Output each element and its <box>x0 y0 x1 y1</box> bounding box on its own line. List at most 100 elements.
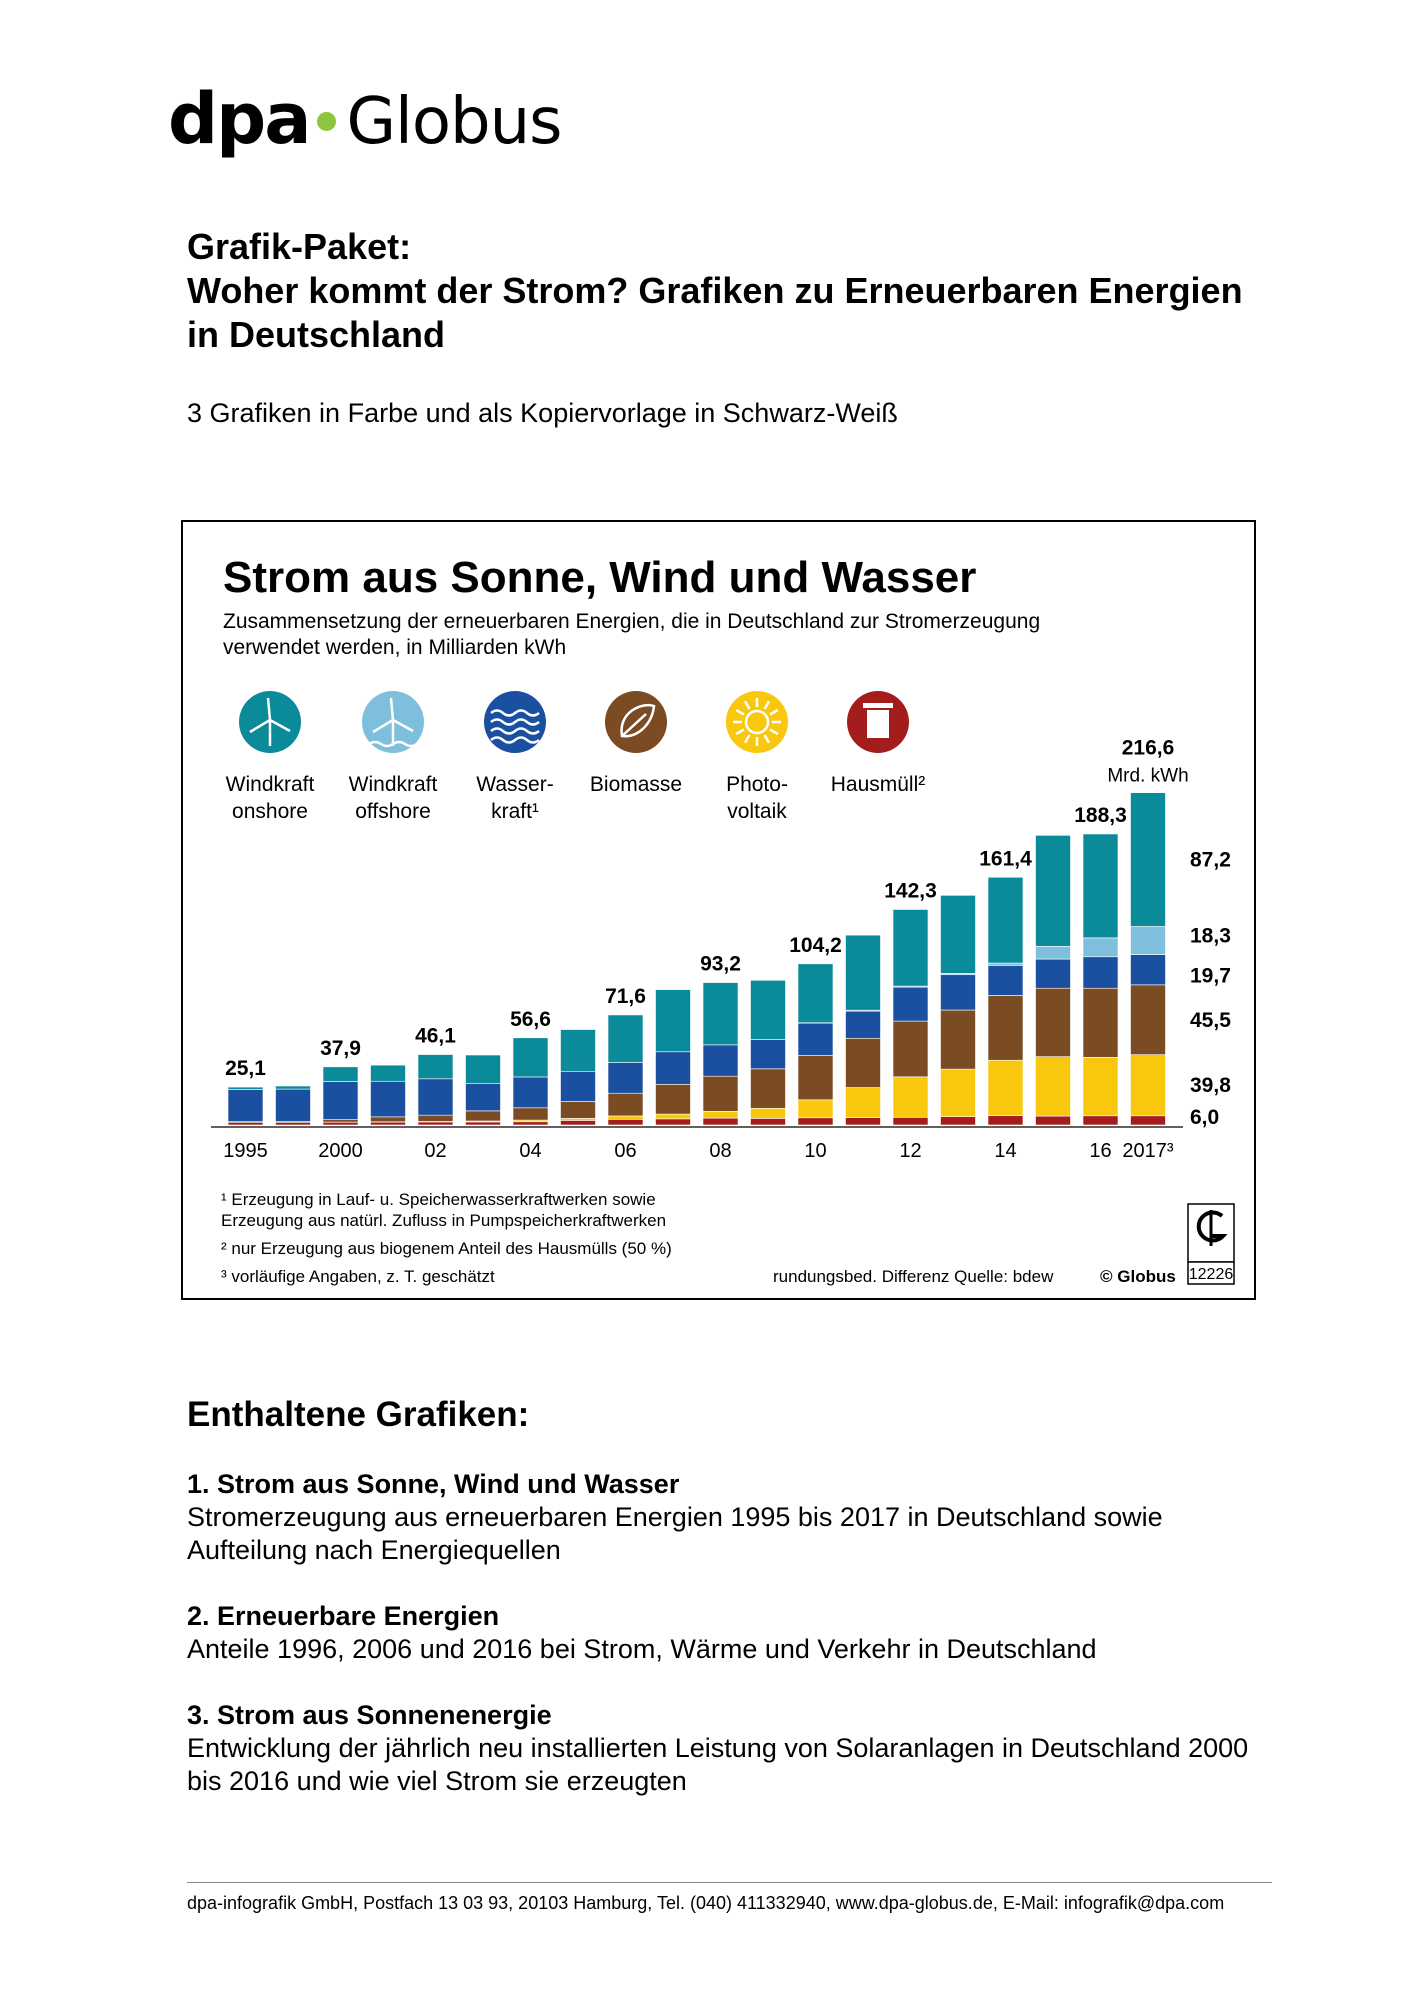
bar-segment <box>940 895 976 974</box>
legend-label: Hausmüll² <box>831 773 926 796</box>
bar-segment <box>655 1113 691 1120</box>
bar-segment <box>1130 984 1166 1055</box>
water-waves-icon-glyph <box>490 736 540 744</box>
item-description: Anteile 1996, 2006 und 2016 bei Strom, W… <box>187 1634 1097 1664</box>
title-line-1: Grafik-Paket: <box>187 226 412 267</box>
bar-segment <box>892 1117 929 1126</box>
bar-segment <box>1035 835 1071 947</box>
total-label: 56,6 <box>510 1008 551 1031</box>
sun-icon-glyph <box>735 708 745 716</box>
x-tick-label: 12 <box>899 1140 921 1162</box>
bar-segment <box>227 1086 264 1090</box>
bar-segment <box>1082 937 1119 958</box>
total-label: 71,6 <box>605 985 646 1008</box>
globus-g-glyph <box>1196 1210 1228 1243</box>
chart-subtitle-line: verwendet werden, in Milliarden kWh <box>223 636 566 659</box>
bar-segment <box>750 980 786 1040</box>
logo-globus: Globus <box>346 85 562 159</box>
item-description: Entwicklung der jährlich neu installiert… <box>187 1733 1249 1796</box>
dpa-globus-logo: dpa Globus <box>168 78 563 168</box>
legend-label: offshore <box>355 800 431 823</box>
bar-segment <box>1130 1115 1166 1126</box>
segment-value-label: 45,5 <box>1190 1009 1231 1032</box>
bar-segment <box>750 1107 786 1119</box>
footnote: ¹ Erzeugung in Lauf- u. Speicherwasserkr… <box>221 1190 656 1209</box>
bar-segment <box>512 1037 549 1078</box>
bar-segment <box>892 1076 929 1118</box>
bar-segment <box>607 1092 644 1117</box>
bar-segment <box>1035 987 1071 1057</box>
title-line-2: Woher kommt der Strom? Grafiken zu Erneu… <box>187 270 1243 355</box>
legend-label: kraft¹ <box>491 800 539 823</box>
bar-segment <box>465 1110 501 1122</box>
bar-segment <box>655 1084 691 1115</box>
graphic-number-box <box>1187 1261 1235 1285</box>
bar-segment <box>845 1117 881 1126</box>
bar-segment <box>797 1099 834 1119</box>
bar-segment <box>370 1064 406 1082</box>
source-credit: rundungsbed. Differenz Quelle: bdew <box>773 1267 1054 1286</box>
legend-label: Wasser- <box>476 773 553 796</box>
x-tick-label: 10 <box>804 1140 826 1162</box>
bar-segment <box>987 1059 1024 1116</box>
bar-segment <box>560 1101 596 1119</box>
legend-label: voltaik <box>727 800 787 823</box>
bar-segment <box>370 1116 406 1123</box>
bar-segment <box>275 1088 311 1122</box>
chart-title: Strom aus Sonne, Wind und Wasser <box>223 553 976 602</box>
bar-segment <box>987 1115 1024 1126</box>
sun-icon-glyph <box>769 708 779 716</box>
total-label: 216,6 <box>1122 737 1175 760</box>
bar-segment <box>227 1089 264 1122</box>
bar-segment <box>1130 954 1166 986</box>
legend-label: Windkraft <box>226 773 315 796</box>
sun-icon-glyph <box>763 700 771 710</box>
bar-segment <box>987 876 1024 964</box>
bar-segment <box>1082 1057 1119 1117</box>
bar-segment <box>322 1121 359 1126</box>
bar-segment <box>370 1080 406 1118</box>
bar-segment <box>702 1075 739 1112</box>
bar-segment <box>512 1121 549 1126</box>
bar-segment <box>655 989 691 1053</box>
logo-dot <box>317 112 337 131</box>
total-label: 37,9 <box>320 1037 361 1060</box>
bar-segment <box>465 1083 501 1112</box>
bar-segment <box>940 1116 976 1126</box>
bar-segment <box>465 1121 501 1126</box>
bar-segment <box>417 1078 454 1116</box>
bar-segment <box>512 1107 549 1121</box>
legend-label: onshore <box>232 800 308 823</box>
bar-segment <box>607 1014 644 1063</box>
chart-frame: Strom aus Sonne, Wind und Wasser Zusammen… <box>181 520 1256 1300</box>
copyright-label: © Globus <box>1100 1267 1176 1286</box>
bar-segment <box>750 1068 786 1109</box>
water-waves-icon-glyph <box>490 727 540 735</box>
bar-segment <box>845 1037 881 1088</box>
bar-segment <box>512 1076 549 1109</box>
total-label: 93,2 <box>700 953 741 976</box>
trash-bin-body <box>867 710 889 738</box>
water-waves-icon-glyph <box>490 709 540 717</box>
bar-segment <box>607 1115 644 1120</box>
footnote: ² nur Erzeugung aus biogenem Anteil des … <box>221 1239 672 1258</box>
bar-segment <box>417 1114 454 1122</box>
bar-segment <box>1082 1115 1119 1126</box>
bar-segment <box>797 963 834 1024</box>
x-tick-label: 16 <box>1089 1140 1111 1162</box>
sun-icon-glyph <box>743 734 751 744</box>
bar-segment <box>702 982 739 1046</box>
item-title: 2. Erneuerbare Energien <box>187 1601 500 1631</box>
segment-value-label: 18,3 <box>1190 925 1231 948</box>
bar-segment <box>607 1062 644 1094</box>
bar-segment <box>1035 946 1071 960</box>
item-description: Stromerzeugung aus erneuerbaren Energien… <box>187 1502 1163 1565</box>
wind-turbine-icon-glyph <box>249 697 291 746</box>
footer-divider <box>187 1882 1272 1883</box>
bar-segment <box>702 1044 739 1077</box>
bar-segment <box>1035 1056 1071 1117</box>
bar-segment <box>845 934 881 1011</box>
contents-heading: Enthaltene Grafiken: <box>187 1395 530 1434</box>
bar-segment <box>607 1119 644 1126</box>
sun-icon-core <box>744 709 770 735</box>
